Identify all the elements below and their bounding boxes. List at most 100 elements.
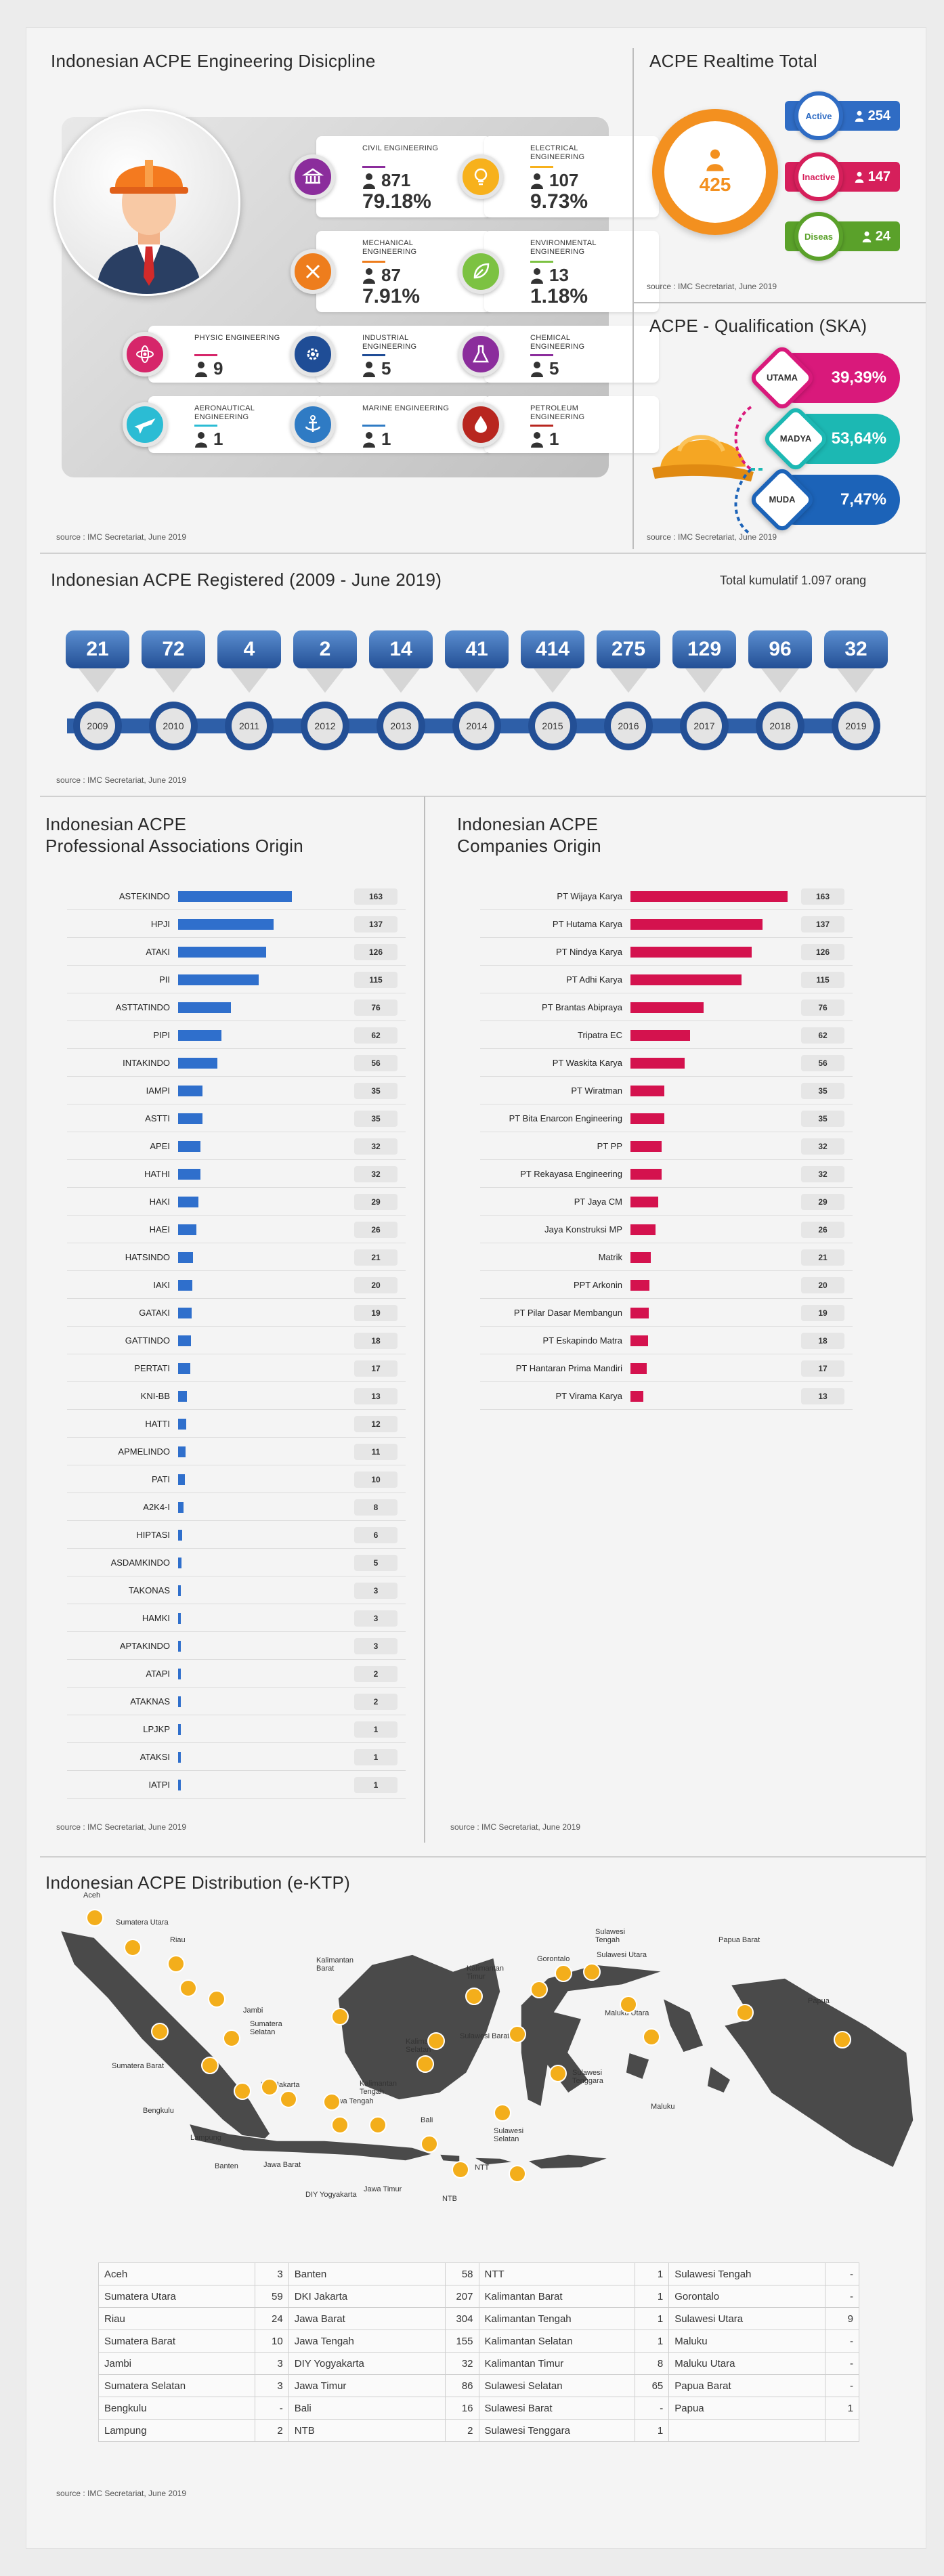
year-count-value: 96: [769, 638, 792, 660]
province-count: 65: [635, 2374, 670, 2397]
province-count: [825, 2419, 859, 2442]
province-count: 32: [444, 2352, 479, 2375]
bar-value: 2: [354, 1666, 398, 1682]
province-count: 1: [635, 2307, 670, 2330]
province-name: NTB: [288, 2419, 446, 2442]
discipline-card: CHEMICAL ENGINEERING 5: [458, 326, 659, 383]
bar-row: PT Hantaran Prima Mandiri 17: [480, 1354, 853, 1382]
year-circle: 2017: [680, 702, 729, 750]
table-row: Riau 24 Jawa Barat 304 Kalimantan Tengah 1 Sul…: [98, 2307, 859, 2330]
province-name: Jawa Barat: [288, 2307, 446, 2330]
province-name: Maluku Utara: [668, 2352, 826, 2375]
map-label: Gorontalo: [537, 1955, 570, 1963]
province-name: Jambi: [98, 2352, 255, 2375]
map-marker: [280, 2090, 297, 2108]
bar-value: 115: [354, 972, 398, 988]
discipline-percent: 79.18%: [362, 190, 431, 213]
discipline-count: 5: [362, 358, 391, 379]
bar-row: PT Pilar Dasar Membangun 19: [480, 1299, 853, 1327]
bar-category: GATAKI: [139, 1308, 170, 1318]
province-count: 1: [825, 2397, 859, 2420]
bar-value: 5: [354, 1555, 398, 1571]
map-label: Kalimantan Timur: [467, 1965, 505, 1981]
bar-row: PT Virama Karya 13: [480, 1382, 853, 1410]
province-name: DKI Jakarta: [288, 2285, 446, 2308]
bar-category: PT Adhi Karya: [566, 974, 622, 985]
bar-category: APTAKINDO: [119, 1641, 170, 1651]
province-name: Lampung: [98, 2419, 255, 2442]
discipline-percent: 1.18%: [530, 285, 588, 307]
bar: [630, 1197, 659, 1207]
map-label: Kalimantan Tengah: [360, 2080, 398, 2096]
bar-row: Jaya Konstruksi MP 26: [480, 1216, 853, 1243]
atom-icon: [136, 345, 154, 363]
discipline-accent: [530, 261, 553, 263]
bar-row: PT Jaya CM 29: [480, 1188, 853, 1216]
discipline-accent: [362, 261, 385, 263]
year-circle: 2012: [301, 702, 349, 750]
year-label: 2019: [838, 708, 874, 744]
bar-category: INTAKINDO: [123, 1058, 170, 1068]
map-marker: [86, 1909, 104, 1927]
discipline-source: source : IMC Secretariat, June 2019: [56, 532, 187, 542]
map-label: Bengkulu: [143, 2107, 174, 2115]
bar-category: PPT Arkonin: [573, 1280, 622, 1290]
bar-value: 20: [354, 1277, 398, 1293]
province-count: 3: [254, 2352, 289, 2375]
bar-value: 1: [354, 1721, 398, 1738]
year-circle: 2010: [149, 702, 198, 750]
bar-value: 21: [801, 1249, 844, 1266]
divider: [632, 48, 634, 549]
year-count: 2: [293, 630, 357, 668]
map-label: Maluku Utara: [605, 2009, 649, 2017]
bar: [178, 1530, 183, 1541]
map-label: Sulawesi Tengah: [595, 1928, 626, 1944]
bar: [178, 1474, 186, 1485]
map-marker: [834, 2031, 851, 2048]
year-label: 2018: [763, 708, 798, 744]
year-label: 2016: [611, 708, 646, 744]
bar-value: 32: [354, 1166, 398, 1182]
status-value: 254: [867, 108, 891, 123]
bar-category: ASTTATINDO: [115, 1002, 170, 1012]
province-name: Sulawesi Tengah: [668, 2262, 826, 2285]
discipline-percent: 9.73%: [530, 190, 588, 213]
bar-value: 137: [801, 916, 844, 932]
divider: [424, 796, 425, 1843]
bar-row: HPJI 137: [67, 910, 406, 938]
bar: [630, 1363, 647, 1374]
bar: [178, 1086, 203, 1096]
bar-value: 8: [354, 1499, 398, 1516]
province-count: -: [254, 2397, 289, 2420]
year-connector: [761, 668, 799, 693]
qualification-title: ACPE - Qualification (SKA): [649, 316, 867, 336]
qualification-value: 39,39%: [831, 368, 886, 387]
bar-row: Tripatra EC 62: [480, 1021, 853, 1049]
bar-category: PATI: [152, 1474, 170, 1484]
discipline-accent: [362, 166, 385, 168]
registered-title: Indonesian ACPE Registered (2009 - June …: [51, 570, 442, 590]
province-count: -: [825, 2352, 859, 2375]
map-marker: [509, 2025, 526, 2043]
discipline-accent: [530, 354, 553, 356]
bar-row: PT Brantas Abipraya 76: [480, 993, 853, 1021]
bar-value: 29: [801, 1194, 844, 1210]
province-name: NTT: [478, 2262, 636, 2285]
bar: [178, 1558, 182, 1568]
bar-row: PT Eskapindo Matra 18: [480, 1327, 853, 1354]
status-label: Active: [805, 110, 832, 121]
status-value: 147: [867, 169, 891, 184]
year-label: 2017: [687, 708, 722, 744]
province-count: 304: [444, 2307, 479, 2330]
bar-value: 32: [801, 1138, 844, 1155]
bar-value: 18: [801, 1333, 844, 1349]
discipline-card: PETROLEUM ENGINEERING 1: [458, 396, 659, 453]
status-circle: Inactive: [794, 152, 843, 201]
bar-row: LPJKP 1: [67, 1715, 406, 1743]
province-count: -: [825, 2285, 859, 2308]
person-icon: [855, 110, 863, 122]
map-marker: [369, 2116, 387, 2134]
map-marker: [151, 2023, 169, 2040]
discipline-count-value: 107: [549, 170, 579, 190]
map-label: Sumatera Selatan: [250, 2020, 282, 2036]
